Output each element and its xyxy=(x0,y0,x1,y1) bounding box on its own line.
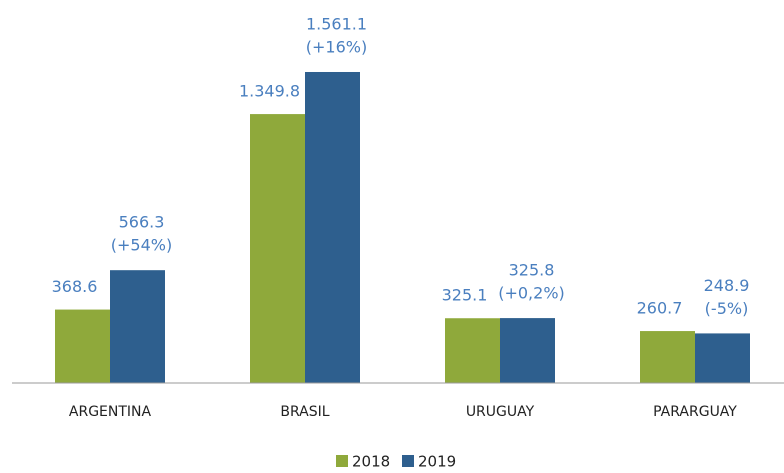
value-label: 1.561.1 xyxy=(306,14,367,33)
change-label: (-5%) xyxy=(705,299,749,318)
legend-swatch xyxy=(336,455,348,467)
legend-swatch xyxy=(402,455,414,467)
bar xyxy=(445,318,500,383)
value-label: 325.1 xyxy=(442,286,488,305)
value-label: 325.8 xyxy=(509,261,555,280)
x-tick-label: PARARGUAY xyxy=(653,404,737,420)
legend-label: 2018 xyxy=(352,453,390,471)
bar xyxy=(110,270,165,383)
value-label: 368.6 xyxy=(52,277,98,296)
value-label: 248.9 xyxy=(704,276,750,295)
x-tick-label: BRASIL xyxy=(280,404,329,420)
bar xyxy=(250,114,305,383)
bar xyxy=(640,331,695,383)
change-label: (+16%) xyxy=(306,37,367,56)
value-label: 1.349.8 xyxy=(239,82,300,101)
bar xyxy=(695,333,750,383)
x-tick-label: ARGENTINA xyxy=(69,404,152,420)
bar xyxy=(305,71,360,383)
value-label: 566.3 xyxy=(119,213,165,232)
x-tick-label: URUGUAY xyxy=(466,404,535,420)
bar xyxy=(55,309,110,383)
change-label: (+0,2%) xyxy=(498,284,565,303)
bar xyxy=(500,318,555,383)
legend-label: 2019 xyxy=(418,453,456,471)
change-label: (+54%) xyxy=(111,236,172,255)
value-label: 260.7 xyxy=(637,299,683,318)
